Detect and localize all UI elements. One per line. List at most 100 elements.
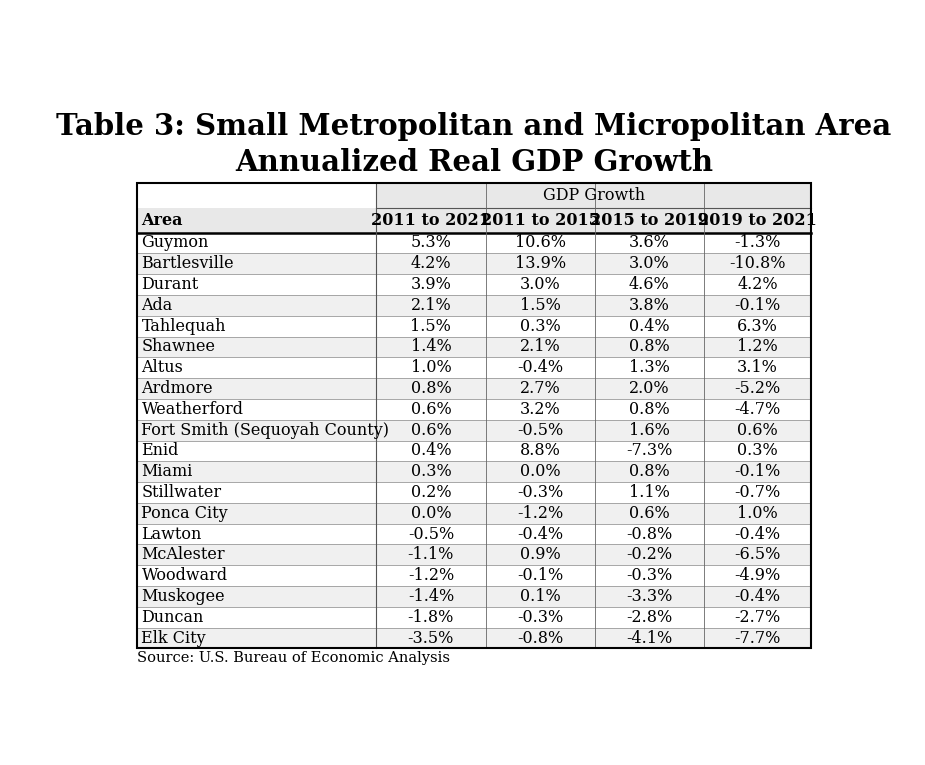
Text: Muskogee: Muskogee [142,588,225,605]
Bar [137,337,811,357]
Text: -0.5%: -0.5% [517,422,563,438]
Text: -0.4%: -0.4% [734,588,781,605]
Text: 2.0%: 2.0% [629,380,670,397]
Text: -1.2%: -1.2% [408,567,454,584]
Text: Miami: Miami [142,464,192,480]
Text: 0.4%: 0.4% [629,317,670,334]
Text: Fort Smith (Sequoyah County): Fort Smith (Sequoyah County) [142,422,389,438]
Bar [376,183,811,208]
Text: 8.8%: 8.8% [520,442,561,460]
Text: Durant: Durant [142,276,199,293]
Text: -0.7%: -0.7% [734,484,781,501]
Text: 1.2%: 1.2% [737,338,778,356]
Text: 0.9%: 0.9% [520,546,561,563]
Text: -6.5%: -6.5% [734,546,781,563]
Text: -0.4%: -0.4% [517,526,563,542]
Text: 1.5%: 1.5% [411,317,451,334]
Text: Woodward: Woodward [142,567,228,584]
Text: -0.8%: -0.8% [517,630,563,646]
Bar [137,208,811,233]
Text: 0.1%: 0.1% [520,588,561,605]
Text: McAlester: McAlester [142,546,225,563]
Bar [137,461,811,482]
Text: -1.1%: -1.1% [408,546,454,563]
Text: Weatherford: Weatherford [142,401,243,418]
Text: 3.9%: 3.9% [411,276,451,293]
Text: 0.8%: 0.8% [629,401,670,418]
Text: Area: Area [142,212,183,229]
Text: 0.0%: 0.0% [520,464,561,480]
Text: 3.0%: 3.0% [629,256,670,272]
Text: -3.5%: -3.5% [408,630,454,646]
Text: 0.8%: 0.8% [411,380,451,397]
Text: 2011 to 2015: 2011 to 2015 [481,212,599,229]
Bar [137,607,811,627]
Text: -0.3%: -0.3% [517,609,563,626]
Bar [137,316,811,337]
Text: 5.3%: 5.3% [411,235,451,252]
Text: 1.5%: 1.5% [520,297,561,314]
Text: 1.6%: 1.6% [629,422,670,438]
Text: -4.7%: -4.7% [734,401,781,418]
Text: 0.0%: 0.0% [411,505,451,522]
Text: 2011 to 2021: 2011 to 2021 [372,212,490,229]
Text: 2.7%: 2.7% [520,380,561,397]
Text: 0.4%: 0.4% [411,442,451,460]
Text: 0.2%: 0.2% [411,484,451,501]
Text: Altus: Altus [142,360,183,376]
Text: 0.6%: 0.6% [411,401,451,418]
Text: 0.6%: 0.6% [411,422,451,438]
Bar [137,378,811,399]
Text: -0.4%: -0.4% [517,360,563,376]
Bar [137,503,811,524]
Text: 13.9%: 13.9% [514,256,566,272]
Text: Stillwater: Stillwater [142,484,222,501]
Text: 2.1%: 2.1% [411,297,451,314]
Text: Ada: Ada [142,297,173,314]
Text: -3.3%: -3.3% [626,588,672,605]
Text: 4.2%: 4.2% [411,256,451,272]
Bar [137,482,811,503]
Text: -5.2%: -5.2% [734,380,781,397]
Text: -0.4%: -0.4% [734,526,781,542]
Bar [137,253,811,274]
Bar [137,295,811,316]
Text: -0.1%: -0.1% [734,464,781,480]
Text: -0.2%: -0.2% [626,546,672,563]
Text: Shawnee: Shawnee [142,338,216,356]
Text: 0.3%: 0.3% [737,442,778,460]
Text: 4.6%: 4.6% [629,276,670,293]
Text: -0.1%: -0.1% [734,297,781,314]
Text: Duncan: Duncan [142,609,204,626]
Text: -1.2%: -1.2% [517,505,563,522]
Text: Tahlequah: Tahlequah [142,317,226,334]
Text: Ponca City: Ponca City [142,505,228,522]
Text: 0.6%: 0.6% [737,422,778,438]
Text: -0.3%: -0.3% [517,484,563,501]
Text: 0.8%: 0.8% [629,338,670,356]
Text: 3.6%: 3.6% [629,235,670,252]
Bar [137,586,811,607]
Text: -1.3%: -1.3% [734,235,781,252]
Text: 0.3%: 0.3% [520,317,561,334]
Text: Elk City: Elk City [142,630,206,646]
Bar [137,183,811,649]
Text: GDP Growth: GDP Growth [543,187,645,204]
Text: 10.6%: 10.6% [514,235,565,252]
Text: -10.8%: -10.8% [729,256,785,272]
Text: Lawton: Lawton [142,526,202,542]
Text: 2.1%: 2.1% [520,338,561,356]
Bar [137,420,811,441]
Text: 3.2%: 3.2% [520,401,561,418]
Bar [137,274,811,295]
Text: 3.0%: 3.0% [520,276,561,293]
Text: 3.8%: 3.8% [629,297,670,314]
Text: Table 3: Small Metropolitan and Micropolitan Area
Annualized Real GDP Growth: Table 3: Small Metropolitan and Micropol… [56,112,892,177]
Text: -0.8%: -0.8% [626,526,672,542]
Text: -7.3%: -7.3% [626,442,672,460]
Text: -4.1%: -4.1% [626,630,672,646]
Text: -0.5%: -0.5% [408,526,454,542]
Text: -2.7%: -2.7% [734,609,781,626]
Text: 0.8%: 0.8% [629,464,670,480]
Bar [137,233,811,253]
